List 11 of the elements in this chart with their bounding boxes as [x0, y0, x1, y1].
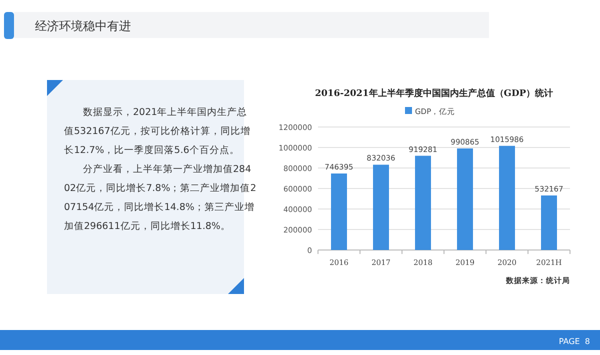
bar	[331, 173, 347, 250]
bar	[415, 156, 431, 250]
bar	[457, 148, 473, 250]
text: 经济环境稳中有进	[35, 19, 131, 33]
bar	[541, 195, 557, 250]
bar	[373, 164, 389, 250]
text: PAGE 8	[558, 337, 590, 346]
bar	[499, 146, 515, 250]
chart-title: 2016-2021年上半年季度中国国内生产总值（GDP）统计	[314, 88, 554, 99]
text: 分产业看，上半年第一产业增加值28402亿元，同比增长7.8%；第二产业增加值207154亿元，同比增长14.8%；第三产业增加值296611亿元，同比增长11.8%。	[64, 163, 256, 232]
text: 数据显示，2021年上半年国内生产总值532167亿元，按可比价格计算，同比增长12.7%，比一季度回落5.6个百分点。	[64, 106, 250, 156]
